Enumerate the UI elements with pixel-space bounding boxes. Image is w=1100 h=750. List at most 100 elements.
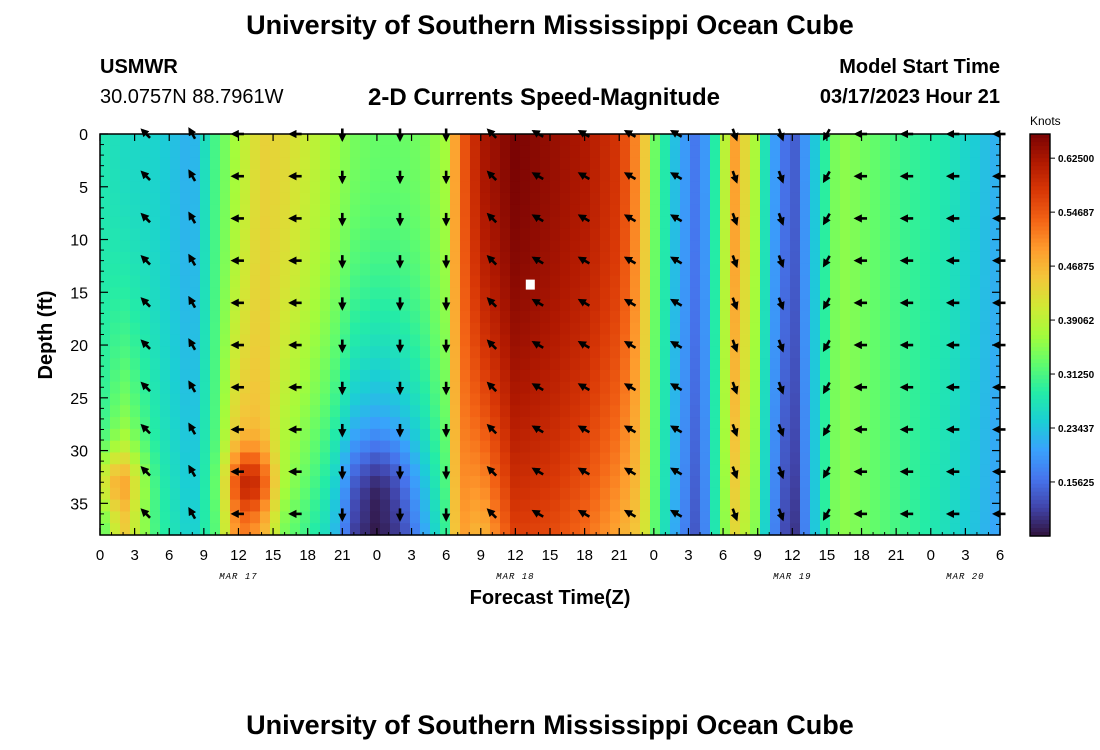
heatmap-cell — [980, 181, 991, 194]
heatmap-cell — [750, 499, 761, 513]
current-vector — [188, 338, 197, 351]
heatmap-cell — [810, 145, 821, 159]
heatmap-cell — [680, 334, 691, 347]
heatmap-cell — [180, 499, 191, 513]
heatmap-cell — [940, 216, 951, 229]
heatmap-cell — [110, 464, 121, 477]
heatmap-cell — [900, 428, 911, 442]
heatmap-cell — [540, 428, 551, 442]
heatmap-cell — [170, 417, 181, 430]
heatmap-cell — [850, 452, 861, 465]
heatmap-cell — [670, 428, 681, 442]
heatmap-cell — [770, 369, 781, 383]
heatmap-cell — [280, 310, 291, 324]
heatmap-cell — [240, 346, 251, 359]
heatmap-cell — [580, 358, 591, 371]
heatmap-cell — [440, 322, 451, 336]
heatmap-cell — [390, 169, 401, 182]
heatmap-cell — [920, 287, 931, 300]
heatmap-cell — [400, 134, 411, 147]
heatmap-cell — [660, 487, 671, 501]
heatmap-cell — [670, 369, 681, 383]
heatmap-cell — [390, 228, 401, 241]
heatmap-cell — [450, 523, 461, 536]
heatmap-cell — [140, 511, 151, 524]
heatmap-cell — [450, 287, 461, 300]
heatmap-cell — [410, 228, 421, 241]
heatmap-cell — [340, 263, 351, 277]
heatmap-cell — [200, 169, 211, 182]
heatmap-cell — [610, 452, 621, 465]
heatmap-cell — [370, 169, 381, 182]
heatmap-cell — [690, 216, 701, 229]
heatmap-cell — [840, 405, 851, 418]
heatmap-cell — [380, 523, 391, 536]
heatmap-cell — [380, 346, 391, 359]
heatmap-cell — [920, 464, 931, 477]
heatmap-cell — [620, 428, 631, 442]
heatmap-cell — [450, 169, 461, 182]
heatmap-cell — [440, 523, 451, 536]
heatmap-cell — [290, 428, 301, 442]
heatmap-cell — [900, 299, 911, 312]
heatmap-cell — [580, 181, 591, 194]
heatmap-cell — [990, 346, 1001, 359]
heatmap-cell — [890, 216, 901, 229]
heatmap-cell — [130, 240, 141, 253]
heatmap-cell — [200, 157, 211, 170]
heatmap-cell — [510, 251, 521, 265]
y-tick-label: 0 — [79, 127, 88, 144]
heatmap-cell — [990, 358, 1001, 371]
heatmap-cell — [240, 157, 251, 170]
heatmap-cell — [880, 452, 891, 465]
heatmap-cell — [660, 216, 671, 229]
heatmap-cell — [800, 346, 811, 359]
x-tick-label: 6 — [996, 547, 1004, 564]
current-vector — [822, 424, 831, 437]
heatmap-cell — [140, 145, 151, 159]
heatmap-cell — [860, 228, 871, 241]
heatmap-cell — [460, 134, 471, 147]
heatmap-cell — [180, 334, 191, 347]
heatmap-cell — [300, 216, 311, 229]
heatmap-cell — [330, 369, 341, 383]
heatmap-cell — [820, 417, 831, 430]
current-vector — [623, 509, 637, 518]
heatmap-cell — [330, 476, 341, 489]
heatmap-cell — [550, 428, 561, 442]
x-axis-label: Forecast Time(Z) — [470, 587, 631, 609]
heatmap-cell — [480, 452, 491, 465]
heatmap-cell — [200, 452, 211, 465]
heatmap-cell — [380, 216, 391, 229]
colorbar-swatch — [1030, 266, 1050, 272]
current-vector — [669, 467, 683, 476]
heatmap-cell — [480, 346, 491, 359]
heatmap-cell — [610, 358, 621, 371]
heatmap-cell — [520, 487, 531, 501]
heatmap-cell — [430, 476, 441, 489]
heatmap-cell — [890, 487, 901, 501]
heatmap-cell — [930, 358, 941, 371]
heatmap-cell — [370, 358, 381, 371]
heatmap-cell — [620, 310, 631, 324]
heatmap-cell — [820, 310, 831, 324]
heatmap-cell — [970, 393, 981, 406]
current-vector — [140, 170, 151, 182]
heatmap-cell — [830, 487, 841, 501]
heatmap-cell — [460, 499, 471, 513]
heatmap-cell — [510, 417, 521, 430]
heatmap-cell — [820, 405, 831, 418]
heatmap-cell — [100, 310, 111, 324]
heatmap-cell — [920, 487, 931, 501]
heatmap-cell — [950, 358, 961, 371]
heatmap-cell — [800, 169, 811, 182]
heatmap-cell — [930, 393, 941, 406]
heatmap-cell — [240, 511, 251, 524]
heatmap-cell — [540, 464, 551, 477]
heatmap-cell — [430, 157, 441, 170]
heatmap-cell — [990, 334, 1001, 347]
heatmap-cell — [970, 275, 981, 288]
heatmap-cell — [160, 440, 171, 454]
heatmap-cell — [780, 369, 791, 383]
heatmap-cell — [900, 228, 911, 241]
